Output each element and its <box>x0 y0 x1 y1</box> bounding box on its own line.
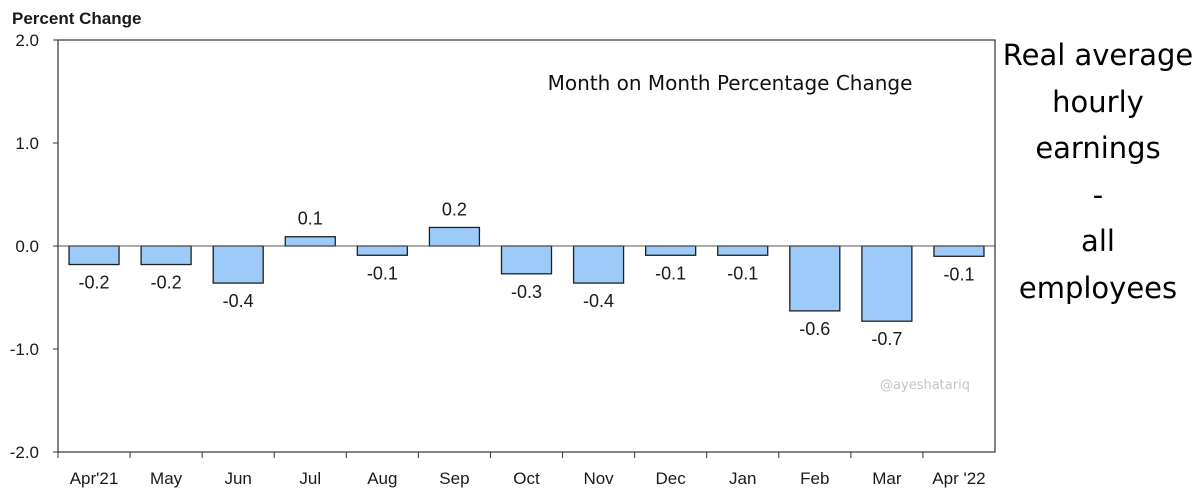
data-label: -0.1 <box>367 263 398 283</box>
bar <box>500 245 553 275</box>
bar <box>572 245 625 284</box>
x-tick-label: Apr '22 <box>932 469 985 488</box>
bar <box>68 245 120 266</box>
y-tick-label: -2.0 <box>10 443 39 462</box>
bar <box>140 245 192 266</box>
x-tick-label: Jun <box>224 469 251 488</box>
side-title: Real average hourly earnings - all emplo… <box>1000 32 1196 311</box>
data-label: -0.6 <box>799 319 830 339</box>
x-tick-label: Feb <box>800 469 829 488</box>
x-tick-label: Aug <box>367 469 397 488</box>
bar <box>284 236 336 247</box>
side-title-line: employees <box>1018 270 1178 305</box>
data-label: -0.1 <box>727 263 758 283</box>
y-tick-label: 2.0 <box>15 31 39 50</box>
y-tick-label: 0.0 <box>15 237 39 256</box>
bars: -0.2 -0.2 -0.4 0.1 -0.1 0.2 -0.3 -0.4 -0.1 -0.1 -0… <box>68 199 985 349</box>
bar <box>717 245 769 256</box>
data-label: -0.2 <box>79 273 110 293</box>
side-title-line: all <box>1081 224 1115 258</box>
side-title-line: Real average <box>1002 38 1194 72</box>
y-axis-ticks: 2.0 1.0 0.0 -1.0 -2.0 <box>10 31 58 462</box>
data-label: -0.1 <box>943 264 974 284</box>
side-title-line: - <box>1092 177 1104 212</box>
data-label: 0.2 <box>442 199 467 219</box>
data-label: -0.2 <box>151 273 182 293</box>
bar <box>789 245 841 312</box>
bar <box>645 245 697 256</box>
y-tick-label: -1.0 <box>10 340 39 359</box>
x-tick-label: Oct <box>513 469 540 488</box>
x-tick-label: Dec <box>656 469 687 488</box>
bar <box>861 245 913 322</box>
bar <box>933 245 985 257</box>
bar <box>212 245 264 284</box>
x-tick-label: May <box>150 469 183 488</box>
y-axis-title: Percent Change <box>12 9 141 28</box>
data-label: -0.4 <box>583 291 614 311</box>
x-tick-label: Apr'21 <box>70 469 119 488</box>
x-tick-label: Sep <box>439 469 469 488</box>
data-label: 0.1 <box>298 209 323 229</box>
data-label: -0.1 <box>655 263 686 283</box>
data-label: -0.7 <box>871 329 902 349</box>
bar <box>428 226 481 247</box>
x-tick-label: Mar <box>872 469 902 488</box>
side-title-line: hourly <box>1052 84 1144 119</box>
x-tick-label: Jul <box>299 469 321 488</box>
chart-inner-title: Month on Month Percentage Change <box>548 71 913 95</box>
watermark: @ayeshatariq <box>880 378 970 393</box>
y-tick-label: 1.0 <box>15 134 39 153</box>
x-tick-label: Jan <box>729 469 756 488</box>
side-title-line: earnings <box>1035 131 1161 165</box>
plot-area-frame <box>57 39 996 453</box>
x-axis-ticks: Apr'21 May Jun Jul Aug Sep Oct Nov Dec Jan Feb Mar A… <box>57 452 986 488</box>
x-tick-label: Nov <box>583 469 614 488</box>
data-label: -0.4 <box>223 291 254 311</box>
bar <box>356 245 408 256</box>
data-label: -0.3 <box>511 282 542 302</box>
